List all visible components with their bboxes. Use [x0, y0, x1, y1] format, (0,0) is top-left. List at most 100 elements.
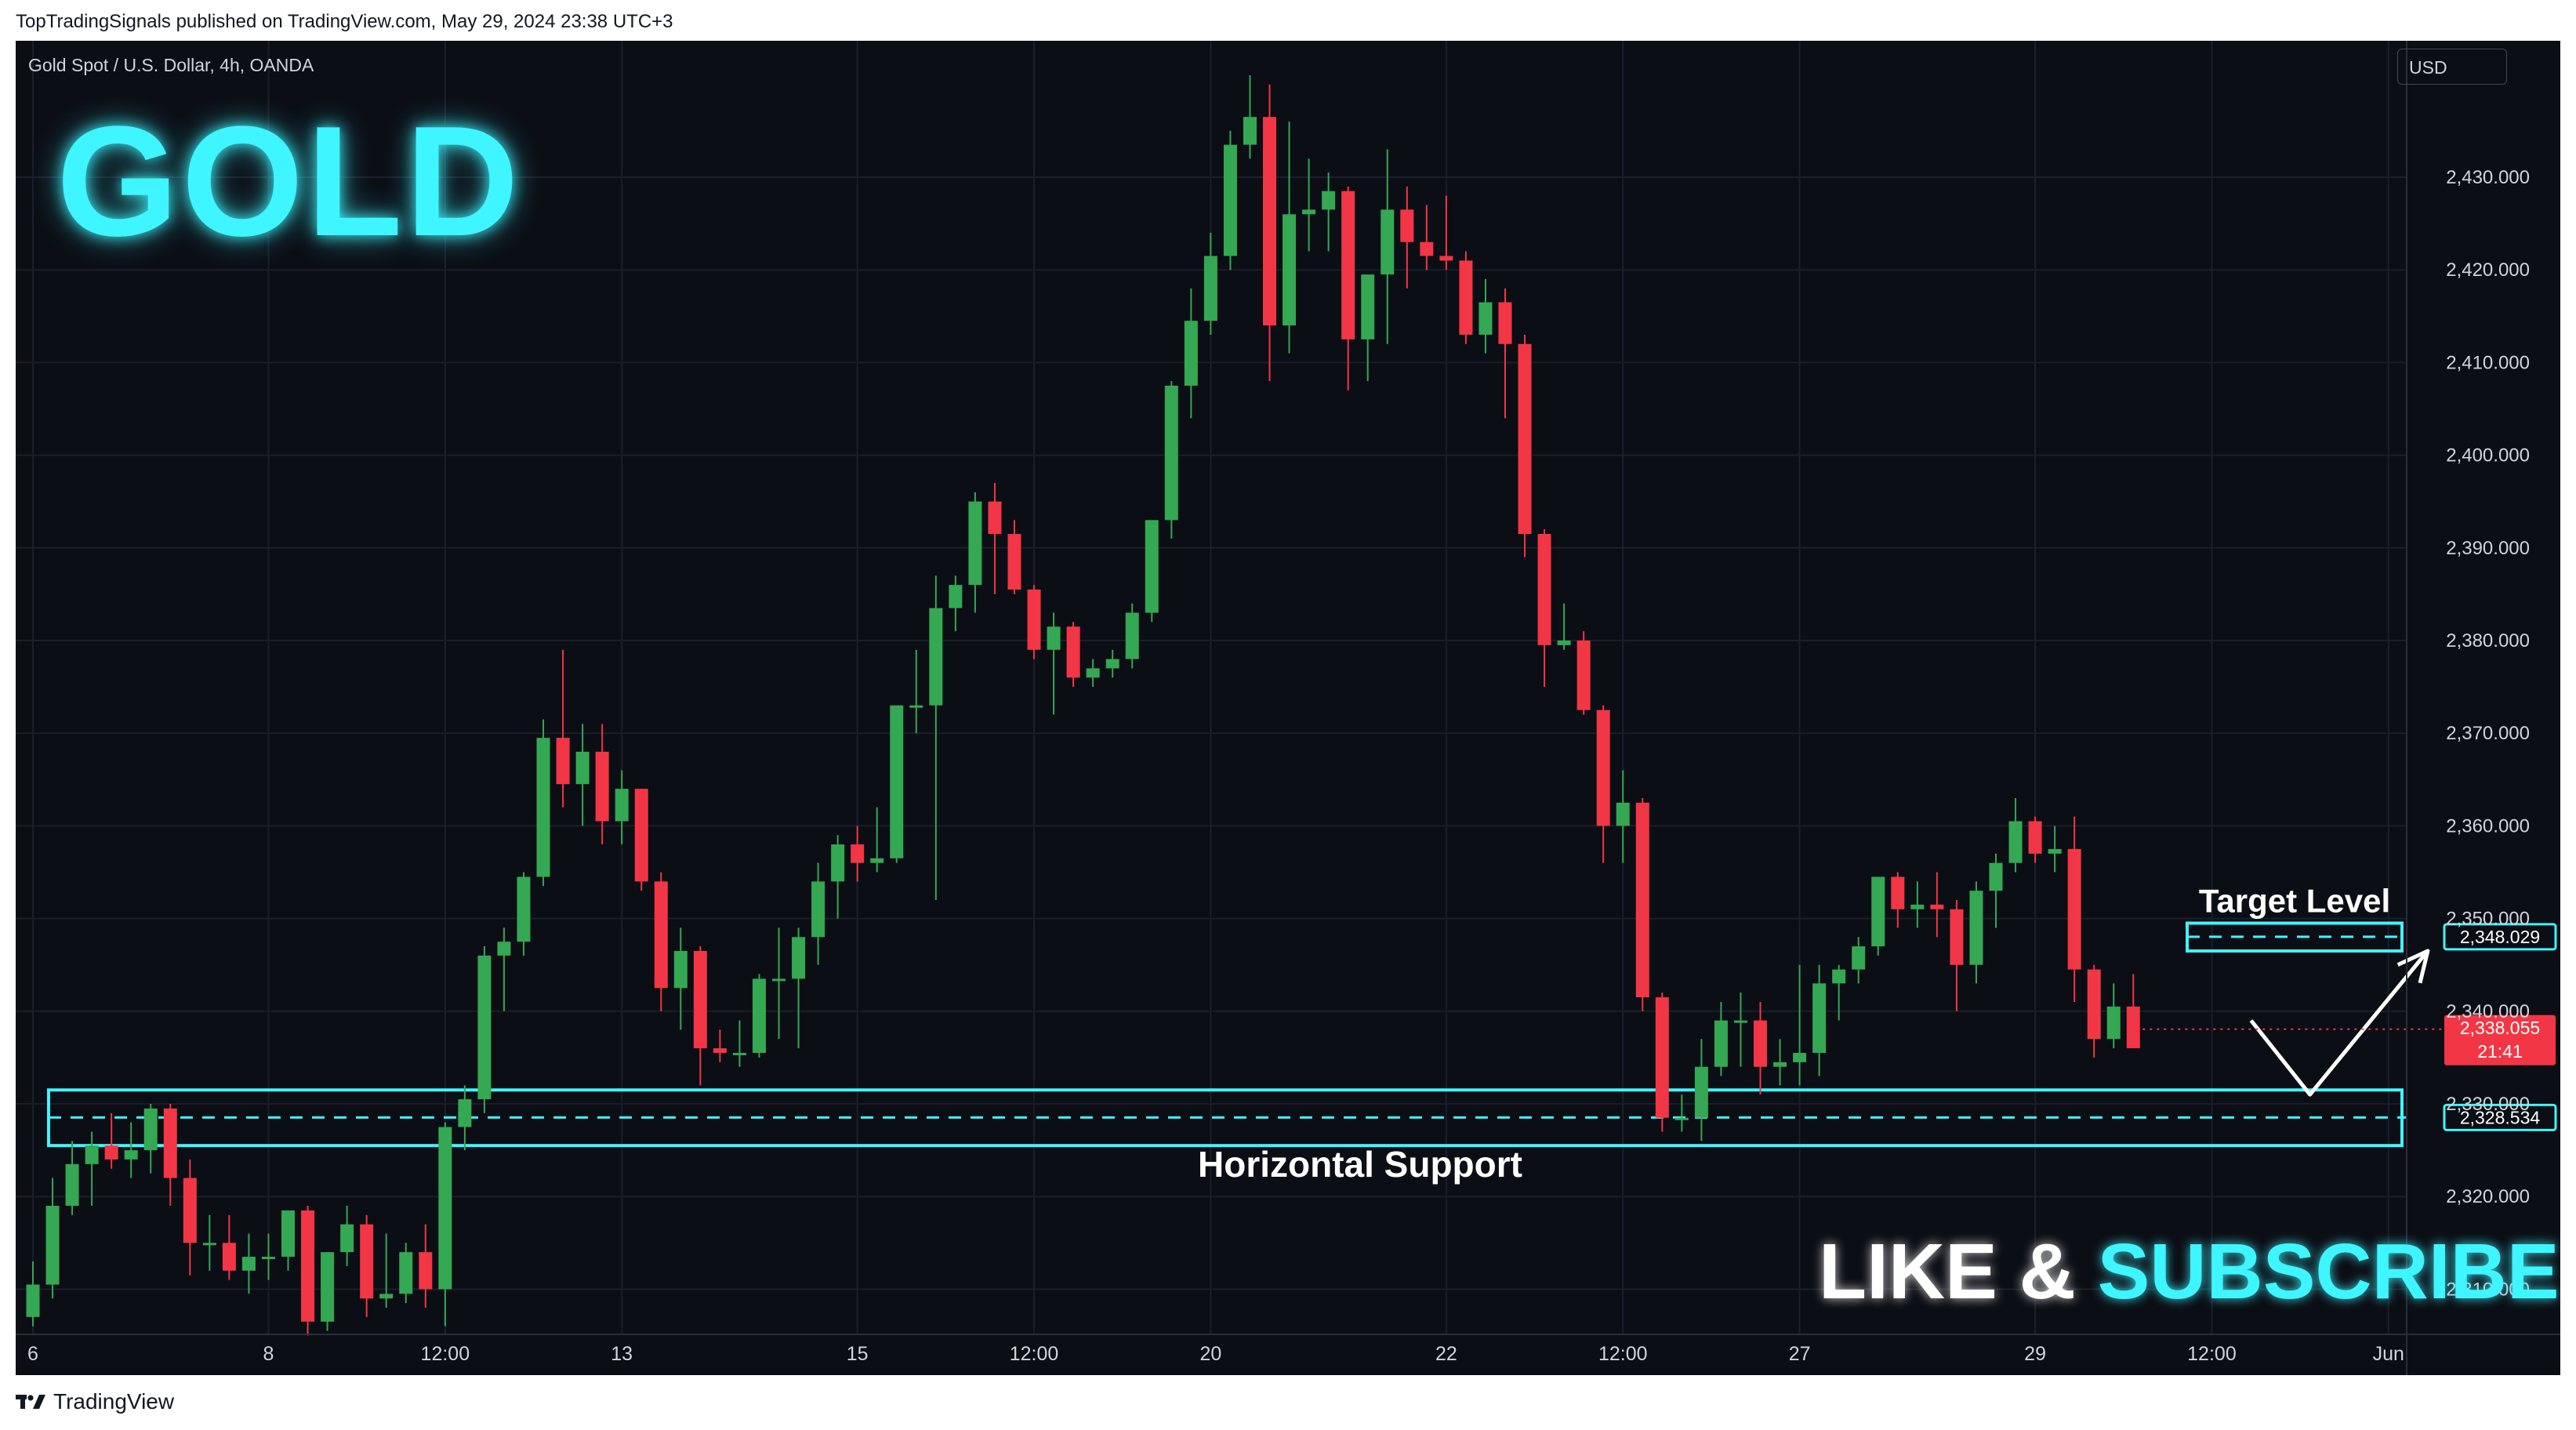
candle[interactable] [301, 1206, 315, 1336]
candle[interactable] [811, 862, 825, 965]
candle[interactable] [556, 649, 570, 808]
candle[interactable] [1164, 381, 1178, 539]
candlestick-chart[interactable]: Horizontal Support Target Level 2,348.029… [16, 41, 2560, 1375]
candle[interactable] [2106, 983, 2121, 1049]
candle[interactable] [1223, 130, 1237, 270]
candle[interactable] [851, 826, 865, 882]
candle[interactable] [163, 1104, 177, 1207]
candle[interactable] [143, 1104, 158, 1174]
candle[interactable] [1910, 881, 1925, 928]
candle[interactable] [26, 1261, 40, 1327]
candle[interactable] [1459, 251, 1473, 344]
candle[interactable] [595, 724, 609, 845]
candle[interactable] [870, 807, 884, 873]
candle[interactable] [1203, 232, 1217, 335]
candle[interactable] [241, 1233, 256, 1294]
candle[interactable] [1027, 585, 1041, 659]
candle[interactable] [1891, 872, 1905, 928]
candle[interactable] [1361, 274, 1375, 382]
candle[interactable] [1655, 993, 1669, 1132]
candle[interactable] [1950, 899, 1964, 1011]
candle[interactable] [792, 927, 806, 1049]
candle[interactable] [2048, 826, 2062, 873]
candle[interactable] [1969, 881, 1983, 984]
candle[interactable] [575, 724, 590, 826]
candle[interactable] [693, 946, 707, 1086]
candle[interactable] [379, 1233, 394, 1308]
candle[interactable] [45, 1178, 60, 1299]
candle[interactable] [438, 1122, 452, 1327]
candle[interactable] [2126, 974, 2140, 1049]
candle[interactable] [1145, 520, 1159, 622]
candle[interactable] [1066, 622, 1080, 688]
candle[interactable] [321, 1252, 335, 1331]
candle[interactable] [1714, 1001, 1728, 1076]
candle[interactable] [1243, 74, 1257, 159]
candle[interactable] [2087, 964, 2101, 1058]
candle[interactable] [1518, 334, 1532, 557]
candle[interactable] [1930, 872, 1944, 938]
candle[interactable] [1439, 195, 1453, 270]
candle[interactable] [752, 974, 766, 1058]
candle[interactable] [772, 927, 786, 1040]
candle[interactable] [183, 1159, 197, 1276]
candle[interactable] [517, 872, 531, 956]
candle[interactable] [1694, 1039, 1708, 1141]
candle[interactable] [831, 835, 845, 919]
candle[interactable] [1754, 1001, 1768, 1095]
candle[interactable] [222, 1214, 236, 1280]
candle[interactable] [1341, 186, 1355, 390]
candle[interactable] [1125, 603, 1139, 669]
candle[interactable] [124, 1122, 138, 1178]
candle[interactable] [419, 1224, 433, 1308]
candle[interactable] [929, 575, 943, 900]
candle[interactable] [104, 1112, 118, 1169]
candle[interactable] [1007, 520, 1021, 594]
candle[interactable] [1047, 612, 1061, 715]
candle[interactable] [1557, 603, 1571, 650]
candle[interactable] [1086, 659, 1100, 688]
tradingview-logo[interactable]: TradingView [16, 1389, 174, 1414]
currency-selector[interactable]: USD [2397, 49, 2507, 85]
candle[interactable] [949, 575, 963, 632]
candle[interactable] [2008, 797, 2023, 873]
candle[interactable] [1537, 529, 1551, 688]
candle[interactable] [340, 1206, 354, 1266]
candle[interactable] [1616, 770, 1630, 863]
candle[interactable] [2028, 816, 2042, 863]
candle[interactable] [65, 1141, 79, 1215]
candle[interactable] [1852, 937, 1866, 984]
candle[interactable] [1674, 1094, 1689, 1132]
candle[interactable] [2067, 816, 2081, 1002]
candle[interactable] [1283, 122, 1297, 354]
chart-panel[interactable]: Horizontal Support Target Level 2,348.029… [16, 41, 2560, 1375]
candle[interactable] [1184, 288, 1198, 419]
candle[interactable] [1322, 172, 1336, 252]
candle[interactable] [261, 1233, 275, 1280]
candle[interactable] [988, 483, 1002, 594]
candle[interactable] [1812, 964, 1827, 1076]
candle[interactable] [1420, 205, 1434, 270]
candle[interactable] [634, 789, 648, 891]
candle[interactable] [1302, 158, 1316, 252]
candle[interactable] [1576, 631, 1591, 715]
candle[interactable] [713, 1029, 727, 1062]
candle[interactable] [1498, 288, 1512, 419]
candle[interactable] [281, 1210, 296, 1271]
candle[interactable] [85, 1131, 99, 1207]
candle[interactable] [497, 927, 511, 1011]
candle[interactable] [615, 770, 629, 845]
candle[interactable] [1263, 84, 1277, 382]
candle[interactable] [968, 492, 982, 613]
candle[interactable] [1381, 149, 1395, 344]
symbol-title[interactable]: Gold Spot / U.S. Dollar, 4h, OANDA [28, 55, 314, 75]
candle[interactable] [1596, 705, 1610, 863]
candle[interactable] [673, 927, 688, 1030]
candle[interactable] [458, 1085, 472, 1151]
candle[interactable] [890, 705, 904, 863]
candle[interactable] [536, 719, 550, 887]
candle[interactable] [1773, 1039, 1787, 1086]
candle[interactable] [1989, 853, 2003, 928]
candle[interactable] [654, 872, 668, 1011]
candle[interactable] [399, 1243, 413, 1304]
